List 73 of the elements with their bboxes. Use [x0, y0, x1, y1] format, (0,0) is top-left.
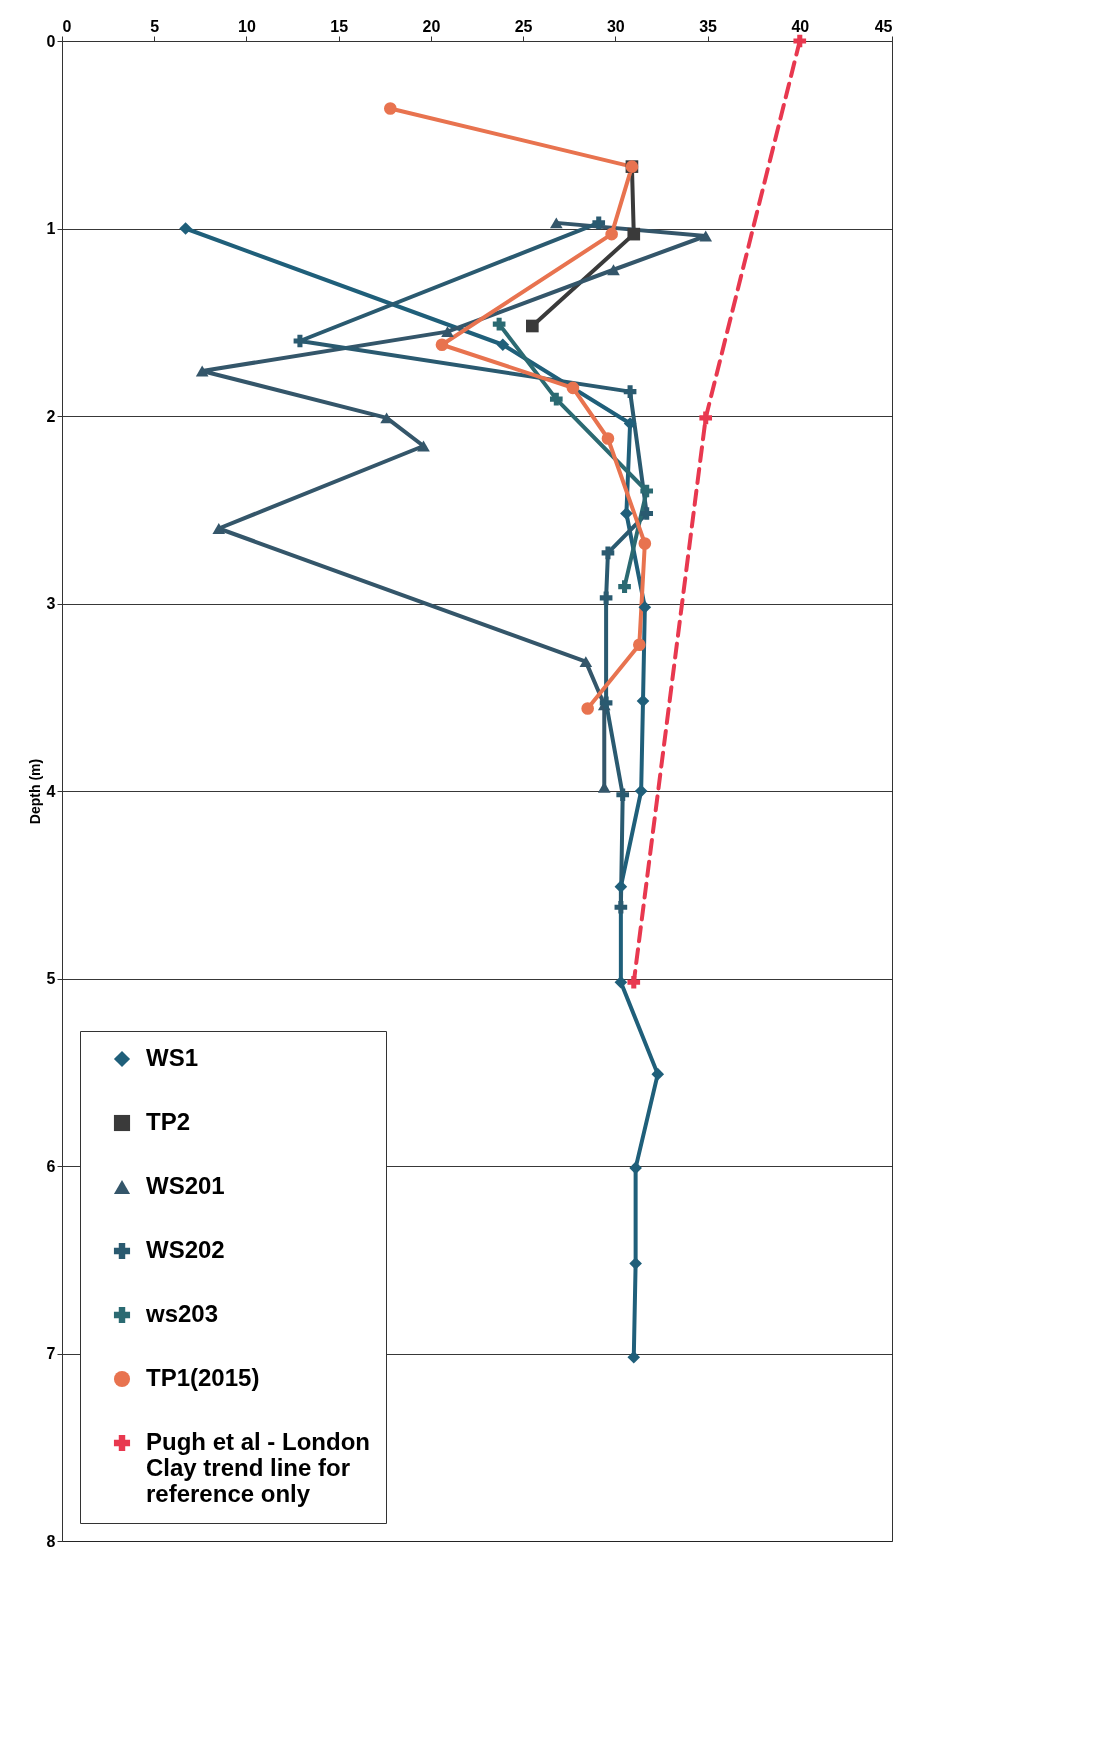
point	[632, 638, 646, 652]
point	[549, 392, 563, 406]
point	[634, 784, 648, 798]
point	[293, 334, 307, 348]
point	[627, 975, 641, 989]
point	[614, 880, 628, 893]
y-tick-label: 4	[46, 782, 56, 800]
legend-label: WS201	[146, 1172, 225, 1199]
point	[566, 381, 580, 395]
point	[616, 788, 630, 802]
x-tick-label: 40	[791, 17, 810, 35]
x-tick-label: 5	[150, 17, 160, 35]
x-tick-label: 25	[514, 17, 533, 35]
legend-label: WS1	[146, 1044, 199, 1071]
point	[492, 317, 506, 331]
point	[417, 440, 430, 452]
point	[618, 580, 631, 593]
point	[601, 432, 615, 445]
point	[636, 694, 650, 708]
x-tick-label: 45	[874, 17, 893, 35]
y-tick-label: 5	[46, 970, 56, 987]
point	[793, 34, 807, 48]
point	[496, 338, 510, 352]
point	[605, 227, 618, 241]
point	[640, 484, 654, 498]
point	[592, 216, 606, 230]
point	[638, 600, 652, 614]
point	[699, 230, 713, 242]
point	[435, 338, 449, 352]
legend-label: TP2	[146, 1108, 191, 1135]
point	[383, 102, 397, 115]
legend-label: Pugh et al - London Clay trend line for reference only	[146, 1428, 370, 1507]
y-tick-label: 7	[46, 1345, 56, 1362]
point	[195, 365, 209, 377]
point	[179, 222, 192, 235]
x-tick-label: 35	[699, 17, 718, 35]
point	[607, 264, 620, 276]
point	[579, 656, 593, 668]
point	[638, 537, 652, 550]
point	[526, 319, 539, 333]
x-tick-label: 20	[422, 17, 441, 35]
point	[601, 546, 615, 560]
y-tick-label: 6	[46, 1157, 56, 1175]
point	[599, 591, 613, 605]
x-tick-label: 0	[62, 17, 72, 35]
y-tick-label: 2	[46, 407, 56, 425]
point	[651, 1067, 665, 1081]
point	[623, 417, 637, 430]
y-axis-title: Depth (m)	[26, 758, 43, 825]
y-tick-label: 0	[46, 32, 56, 50]
point	[549, 217, 563, 229]
point	[627, 1350, 641, 1364]
x-tick-label: 10	[238, 17, 256, 35]
legend-label: TP1(2015)	[146, 1364, 260, 1391]
y-tick-label: 8	[46, 1532, 56, 1550]
legend-label: WS202	[146, 1236, 225, 1263]
point	[614, 975, 628, 989]
point	[212, 523, 226, 534]
y-tick-label: 1	[46, 220, 56, 237]
point	[623, 385, 637, 398]
point	[620, 507, 633, 520]
point	[640, 507, 654, 520]
y-tick-label: 3	[46, 595, 56, 612]
point	[629, 1161, 642, 1175]
x-tick-label: 15	[330, 17, 349, 35]
point	[614, 900, 628, 914]
point	[441, 326, 454, 338]
point	[627, 227, 641, 241]
point	[699, 411, 713, 425]
point	[581, 702, 594, 715]
point	[629, 1257, 642, 1270]
x-tick-label: 30	[606, 17, 625, 35]
legend-label: ws203	[145, 1300, 219, 1327]
